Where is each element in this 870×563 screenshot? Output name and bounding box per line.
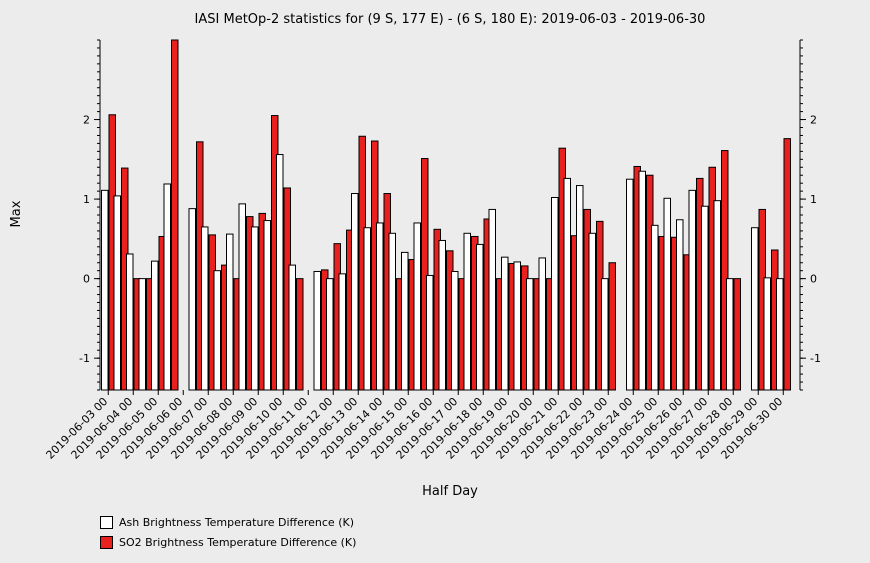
bar-ash <box>226 233 234 391</box>
bar-ash <box>263 220 271 391</box>
bar-so2 <box>171 39 179 391</box>
bar-ash <box>201 226 209 391</box>
bar-ash <box>213 270 221 391</box>
bar-so2 <box>296 278 304 391</box>
bar-ash <box>188 208 196 391</box>
chart-title: IASI MetOp-2 statistics for (9 S, 177 E)… <box>195 12 706 27</box>
bar-ash <box>388 232 396 391</box>
bar-ash <box>526 278 534 391</box>
bar-so2 <box>721 150 729 391</box>
y-tick-label-right: -1 <box>810 352 821 365</box>
legend-label-so2: SO2 Brightness Temperature Difference (K… <box>119 535 357 549</box>
bar-ash <box>488 208 496 391</box>
bar-ash <box>163 183 171 391</box>
bar-ash <box>563 177 571 391</box>
y-tick-label-left: 0 <box>83 273 90 286</box>
bar-ash <box>326 278 334 391</box>
bar-ash <box>763 277 771 391</box>
bar-ash <box>576 185 584 391</box>
bar-ash <box>551 197 559 391</box>
y-tick-label-left: 2 <box>83 114 90 127</box>
bar-so2 <box>783 138 791 391</box>
bar-ash <box>276 154 284 391</box>
bar-ash <box>501 256 509 391</box>
bar-ash <box>676 219 684 391</box>
bar-ash <box>351 193 359 391</box>
bar-ash <box>338 273 346 391</box>
bar-ash <box>688 189 696 391</box>
bar-ash <box>601 278 609 391</box>
bar-ash <box>713 200 721 391</box>
bar-ash <box>638 170 646 391</box>
legend-label-ash: Ash Brightness Temperature Difference (K… <box>119 515 354 529</box>
bar-ash <box>238 203 246 391</box>
legend-swatch-ash <box>100 515 113 529</box>
bar-ash <box>363 227 371 391</box>
bar-ash <box>288 264 296 391</box>
legend-swatch-so2 <box>100 535 113 549</box>
bar-ash <box>101 189 109 391</box>
bar-so2 <box>421 158 429 391</box>
bar-ash <box>151 260 159 391</box>
y-tick-label-right: 1 <box>810 193 817 206</box>
y-tick-label-right: 2 <box>810 114 817 127</box>
bar-ash <box>413 222 421 391</box>
y-tick-label-left: 1 <box>83 193 90 206</box>
bar-ash <box>776 278 784 391</box>
bar-ash <box>138 278 146 391</box>
bar-ash <box>251 226 259 391</box>
bar-ash <box>751 227 759 391</box>
bar-ash <box>651 224 659 391</box>
bar-ash <box>701 205 709 391</box>
bar-so2 <box>733 278 741 391</box>
bar-ash <box>663 197 671 391</box>
bar-ash <box>113 195 121 391</box>
legend: Ash Brightness Temperature Difference (K… <box>100 512 356 552</box>
bar-ash <box>463 232 471 391</box>
bar-ash <box>538 257 546 391</box>
y-tick-label-right: 0 <box>810 273 817 286</box>
bar-so2 <box>608 262 616 391</box>
bar-ash <box>476 243 484 391</box>
bar-ash <box>126 253 134 391</box>
bar-ash <box>726 278 734 391</box>
y-tick-label-left: -1 <box>79 352 90 365</box>
bar-ash <box>426 274 434 391</box>
bar-ash <box>451 270 459 391</box>
bar-ash <box>513 261 521 391</box>
bar-ash <box>588 232 596 391</box>
legend-item-ash: Ash Brightness Temperature Difference (K… <box>100 512 356 532</box>
bar-ash <box>626 178 634 391</box>
bar-ash <box>438 239 446 391</box>
x-axis-label: Half Day <box>422 484 478 499</box>
y-axis-label: Max <box>9 200 24 227</box>
legend-item-so2: SO2 Brightness Temperature Difference (K… <box>100 532 356 552</box>
bar-ash <box>401 251 409 391</box>
bar-ash <box>376 222 384 391</box>
bar-ash <box>313 270 321 391</box>
